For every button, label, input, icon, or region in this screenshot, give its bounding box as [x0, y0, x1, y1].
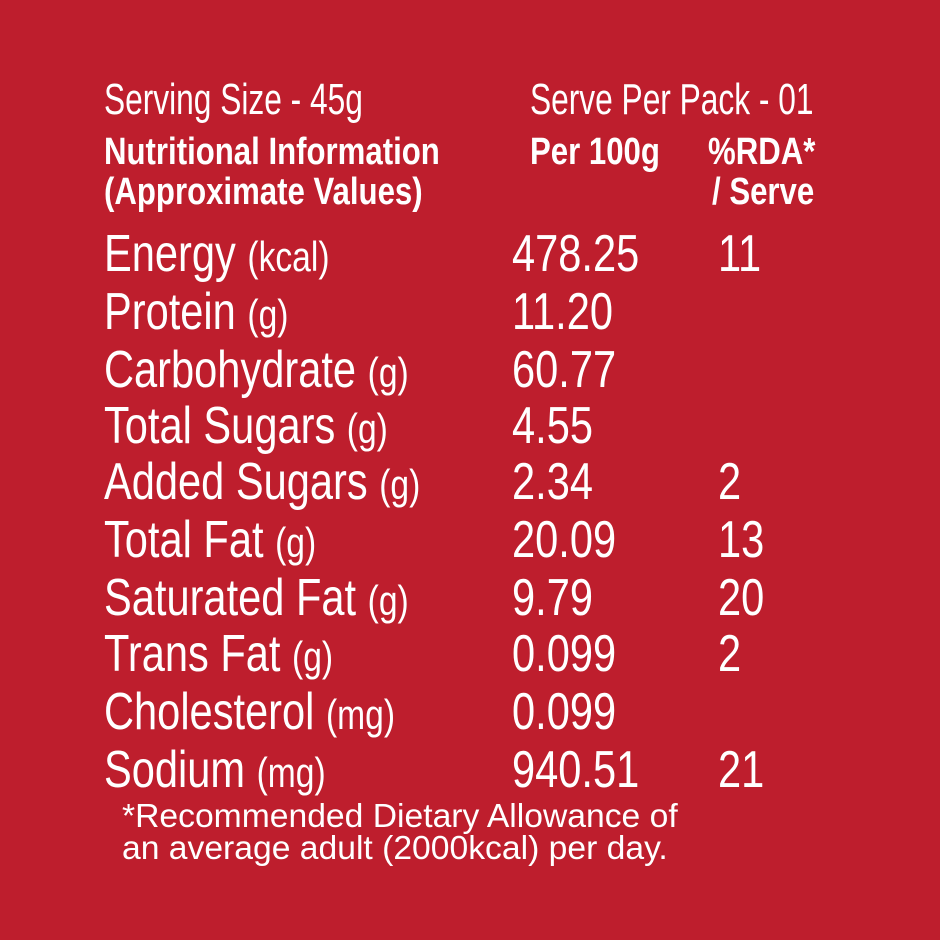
per100g-value: 478.25: [512, 225, 640, 283]
nutrient-name: Protein: [104, 283, 236, 341]
nutrient-unit: (g): [275, 519, 317, 566]
nutrient-label: Cholesterol (mg): [104, 686, 395, 741]
rda-value: 13: [718, 511, 765, 569]
nutrient-unit: (g): [346, 405, 388, 452]
nutrient-unit: (mg): [325, 691, 396, 738]
nutrient-label: Total Fat (g): [104, 514, 316, 569]
nutrient-name: Carbohydrate: [104, 341, 357, 399]
nutrient-unit: (kcal): [247, 233, 330, 280]
nutrient-label: Carbohydrate (g): [104, 344, 409, 399]
nutrient-name: Cholesterol: [104, 683, 315, 741]
rda-value: 11: [718, 225, 762, 283]
serve-per-pack: Serve Per Pack - 01: [530, 75, 814, 124]
per100g-value: 9.79: [512, 569, 593, 627]
nutrient-label: Energy (kcal): [104, 228, 330, 283]
footnote-line2: an average adult (2000kcal) per day.: [122, 829, 668, 866]
column-header-rda: %RDA*: [708, 131, 816, 173]
per100g-value: 940.51: [512, 741, 640, 799]
footnote-line1: *Recommended Dietary Allowance of: [122, 797, 678, 834]
nutrient-name: Added Sugars: [104, 453, 368, 511]
per100g-value: 20.09: [512, 511, 617, 569]
nutrient-unit: (g): [247, 291, 289, 338]
nutrient-unit: (mg): [256, 749, 326, 796]
nutrient-label: Total Sugars (g): [104, 400, 388, 455]
per100g-value: 2.34: [512, 453, 593, 511]
nutrient-unit: (g): [367, 577, 409, 624]
nutrient-name: Sodium: [104, 741, 246, 799]
table-title: Nutritional Information: [104, 131, 440, 173]
nutrient-label: Protein (g): [104, 286, 288, 341]
rda-value: 21: [718, 741, 765, 799]
nutrient-label: Saturated Fat (g): [104, 572, 409, 627]
rda-value: 20: [718, 569, 765, 627]
per100g-value: 0.099: [512, 683, 617, 741]
nutrient-name: Saturated Fat: [104, 569, 357, 627]
rda-value: 2: [718, 453, 742, 511]
nutrient-unit: (g): [379, 461, 421, 508]
nutrient-unit: (g): [292, 633, 334, 680]
serving-size: Serving Size - 45g: [104, 75, 363, 124]
nutrient-unit: (g): [367, 349, 409, 396]
table-subtitle: (Approximate Values): [104, 171, 423, 213]
per100g-value: 11.20: [512, 283, 614, 341]
nutrient-name: Total Fat: [104, 511, 264, 569]
per100g-value: 4.55: [512, 397, 593, 455]
nutrient-label: Sodium (mg): [104, 744, 326, 799]
column-header-per100g: Per 100g: [530, 131, 660, 173]
column-header-rda-serve: / Serve: [712, 171, 815, 213]
per100g-value: 0.099: [512, 625, 617, 683]
nutrient-name: Total Sugars: [104, 397, 336, 455]
nutrient-name: Trans Fat: [104, 625, 281, 683]
per100g-value: 60.77: [512, 341, 617, 399]
rda-value: 2: [718, 625, 742, 683]
nutrient-name: Energy: [104, 225, 236, 283]
nutrient-label: Trans Fat (g): [104, 628, 333, 683]
nutrient-label: Added Sugars (g): [104, 456, 420, 511]
